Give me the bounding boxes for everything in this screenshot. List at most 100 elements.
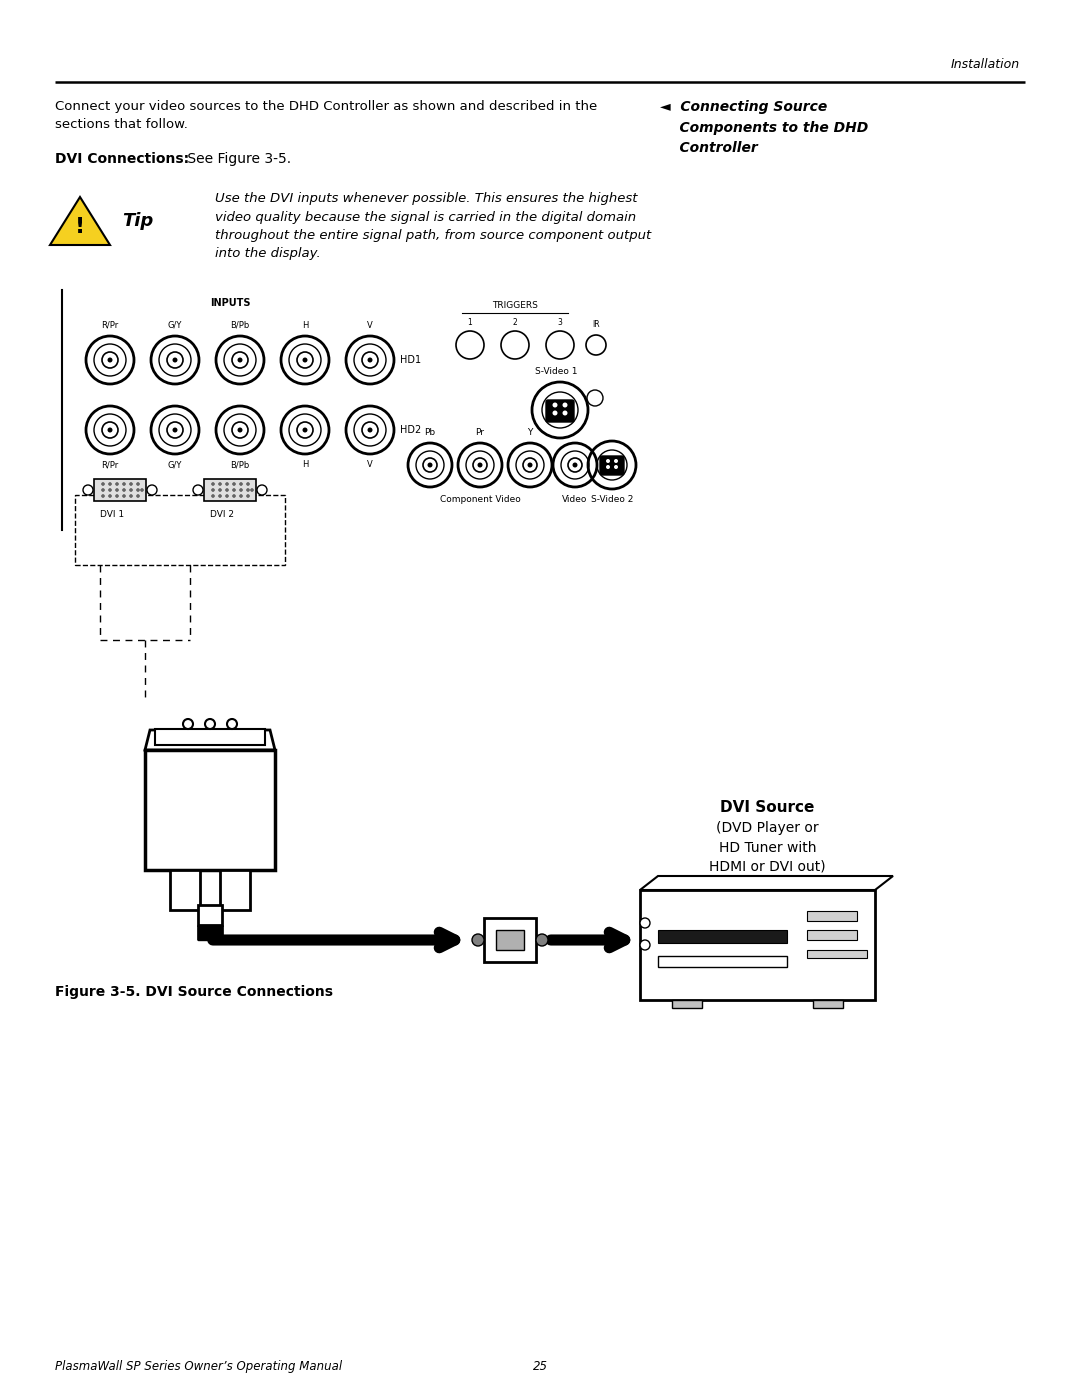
- Circle shape: [102, 495, 105, 497]
- Circle shape: [102, 422, 118, 439]
- Text: G/Y: G/Y: [167, 321, 183, 330]
- Text: See Figure 3-5.: See Figure 3-5.: [183, 152, 292, 166]
- FancyBboxPatch shape: [807, 950, 867, 958]
- Circle shape: [251, 489, 254, 492]
- Circle shape: [130, 489, 133, 492]
- Text: B/Pb: B/Pb: [230, 460, 249, 469]
- Circle shape: [232, 422, 248, 439]
- Text: Y: Y: [527, 427, 532, 437]
- FancyBboxPatch shape: [145, 750, 275, 870]
- Circle shape: [606, 460, 610, 462]
- Text: R/Pr: R/Pr: [102, 460, 119, 469]
- Circle shape: [563, 411, 567, 415]
- Circle shape: [108, 489, 111, 492]
- Circle shape: [367, 358, 373, 362]
- FancyBboxPatch shape: [807, 929, 858, 940]
- Circle shape: [563, 402, 567, 408]
- Circle shape: [246, 495, 249, 497]
- Circle shape: [116, 495, 119, 497]
- Circle shape: [108, 358, 112, 362]
- FancyBboxPatch shape: [807, 911, 858, 921]
- Circle shape: [226, 482, 229, 486]
- Text: Installation: Installation: [950, 59, 1020, 71]
- Circle shape: [116, 482, 119, 486]
- Circle shape: [116, 489, 119, 492]
- Text: ◄  Connecting Source
    Components to the DHD
    Controller: ◄ Connecting Source Components to the DH…: [660, 101, 868, 155]
- Text: 3: 3: [557, 319, 563, 327]
- Circle shape: [423, 458, 437, 472]
- Circle shape: [428, 462, 432, 468]
- Circle shape: [122, 495, 125, 497]
- Polygon shape: [640, 876, 893, 890]
- Circle shape: [212, 482, 215, 486]
- Circle shape: [527, 462, 532, 468]
- Circle shape: [83, 485, 93, 495]
- Circle shape: [173, 358, 177, 362]
- Circle shape: [227, 719, 237, 729]
- Circle shape: [232, 495, 235, 497]
- FancyBboxPatch shape: [546, 400, 573, 422]
- FancyBboxPatch shape: [672, 1000, 702, 1009]
- Circle shape: [102, 482, 105, 486]
- Circle shape: [302, 358, 308, 362]
- Circle shape: [240, 489, 243, 492]
- Circle shape: [238, 427, 243, 433]
- Text: HD2: HD2: [400, 425, 421, 434]
- FancyBboxPatch shape: [658, 956, 787, 967]
- Circle shape: [367, 427, 373, 433]
- Polygon shape: [145, 731, 275, 750]
- Text: IR: IR: [592, 320, 599, 330]
- Circle shape: [173, 427, 177, 433]
- Circle shape: [122, 482, 125, 486]
- Text: V: V: [367, 460, 373, 469]
- Text: PlasmaWall SP Series Owner’s Operating Manual: PlasmaWall SP Series Owner’s Operating M…: [55, 1361, 342, 1373]
- Circle shape: [615, 465, 618, 469]
- Circle shape: [147, 485, 157, 495]
- Text: S-Video 1: S-Video 1: [535, 367, 577, 376]
- FancyBboxPatch shape: [658, 929, 787, 943]
- Circle shape: [136, 495, 139, 497]
- Text: B/Pb: B/Pb: [230, 321, 249, 330]
- Text: H: H: [301, 321, 308, 330]
- Circle shape: [473, 458, 487, 472]
- Circle shape: [553, 402, 557, 408]
- Text: TRIGGERS: TRIGGERS: [492, 300, 538, 310]
- Text: 25: 25: [532, 1361, 548, 1373]
- Text: 2: 2: [513, 319, 517, 327]
- FancyBboxPatch shape: [94, 479, 146, 502]
- Text: R/Pr: R/Pr: [102, 321, 119, 330]
- Text: G/Y: G/Y: [167, 460, 183, 469]
- Circle shape: [240, 495, 243, 497]
- Circle shape: [167, 422, 183, 439]
- Circle shape: [183, 719, 193, 729]
- Circle shape: [226, 489, 229, 492]
- Circle shape: [232, 482, 235, 486]
- Circle shape: [240, 482, 243, 486]
- Circle shape: [606, 465, 610, 469]
- Circle shape: [615, 460, 618, 462]
- FancyBboxPatch shape: [204, 479, 256, 502]
- Circle shape: [193, 485, 203, 495]
- Text: 1: 1: [468, 319, 472, 327]
- Circle shape: [102, 352, 118, 367]
- Text: Video: Video: [563, 495, 588, 504]
- Circle shape: [257, 485, 267, 495]
- FancyBboxPatch shape: [198, 905, 222, 925]
- Text: S-Video 2: S-Video 2: [591, 495, 633, 504]
- Circle shape: [205, 719, 215, 729]
- Circle shape: [238, 358, 243, 362]
- Text: Pr: Pr: [475, 427, 485, 437]
- Text: Pb: Pb: [424, 427, 435, 437]
- Circle shape: [536, 935, 548, 946]
- Text: DVI 1: DVI 1: [100, 510, 124, 520]
- FancyBboxPatch shape: [813, 1000, 843, 1009]
- Circle shape: [568, 458, 582, 472]
- Text: DVI Connections:: DVI Connections:: [55, 152, 189, 166]
- Circle shape: [232, 352, 248, 367]
- Circle shape: [472, 935, 484, 946]
- Text: V: V: [367, 321, 373, 330]
- Text: Use the DVI inputs whenever possible. This ensures the highest
video quality bec: Use the DVI inputs whenever possible. Th…: [215, 191, 651, 260]
- Text: Figure 3-5. DVI Source Connections: Figure 3-5. DVI Source Connections: [55, 985, 333, 999]
- FancyBboxPatch shape: [640, 890, 875, 1000]
- Circle shape: [108, 427, 112, 433]
